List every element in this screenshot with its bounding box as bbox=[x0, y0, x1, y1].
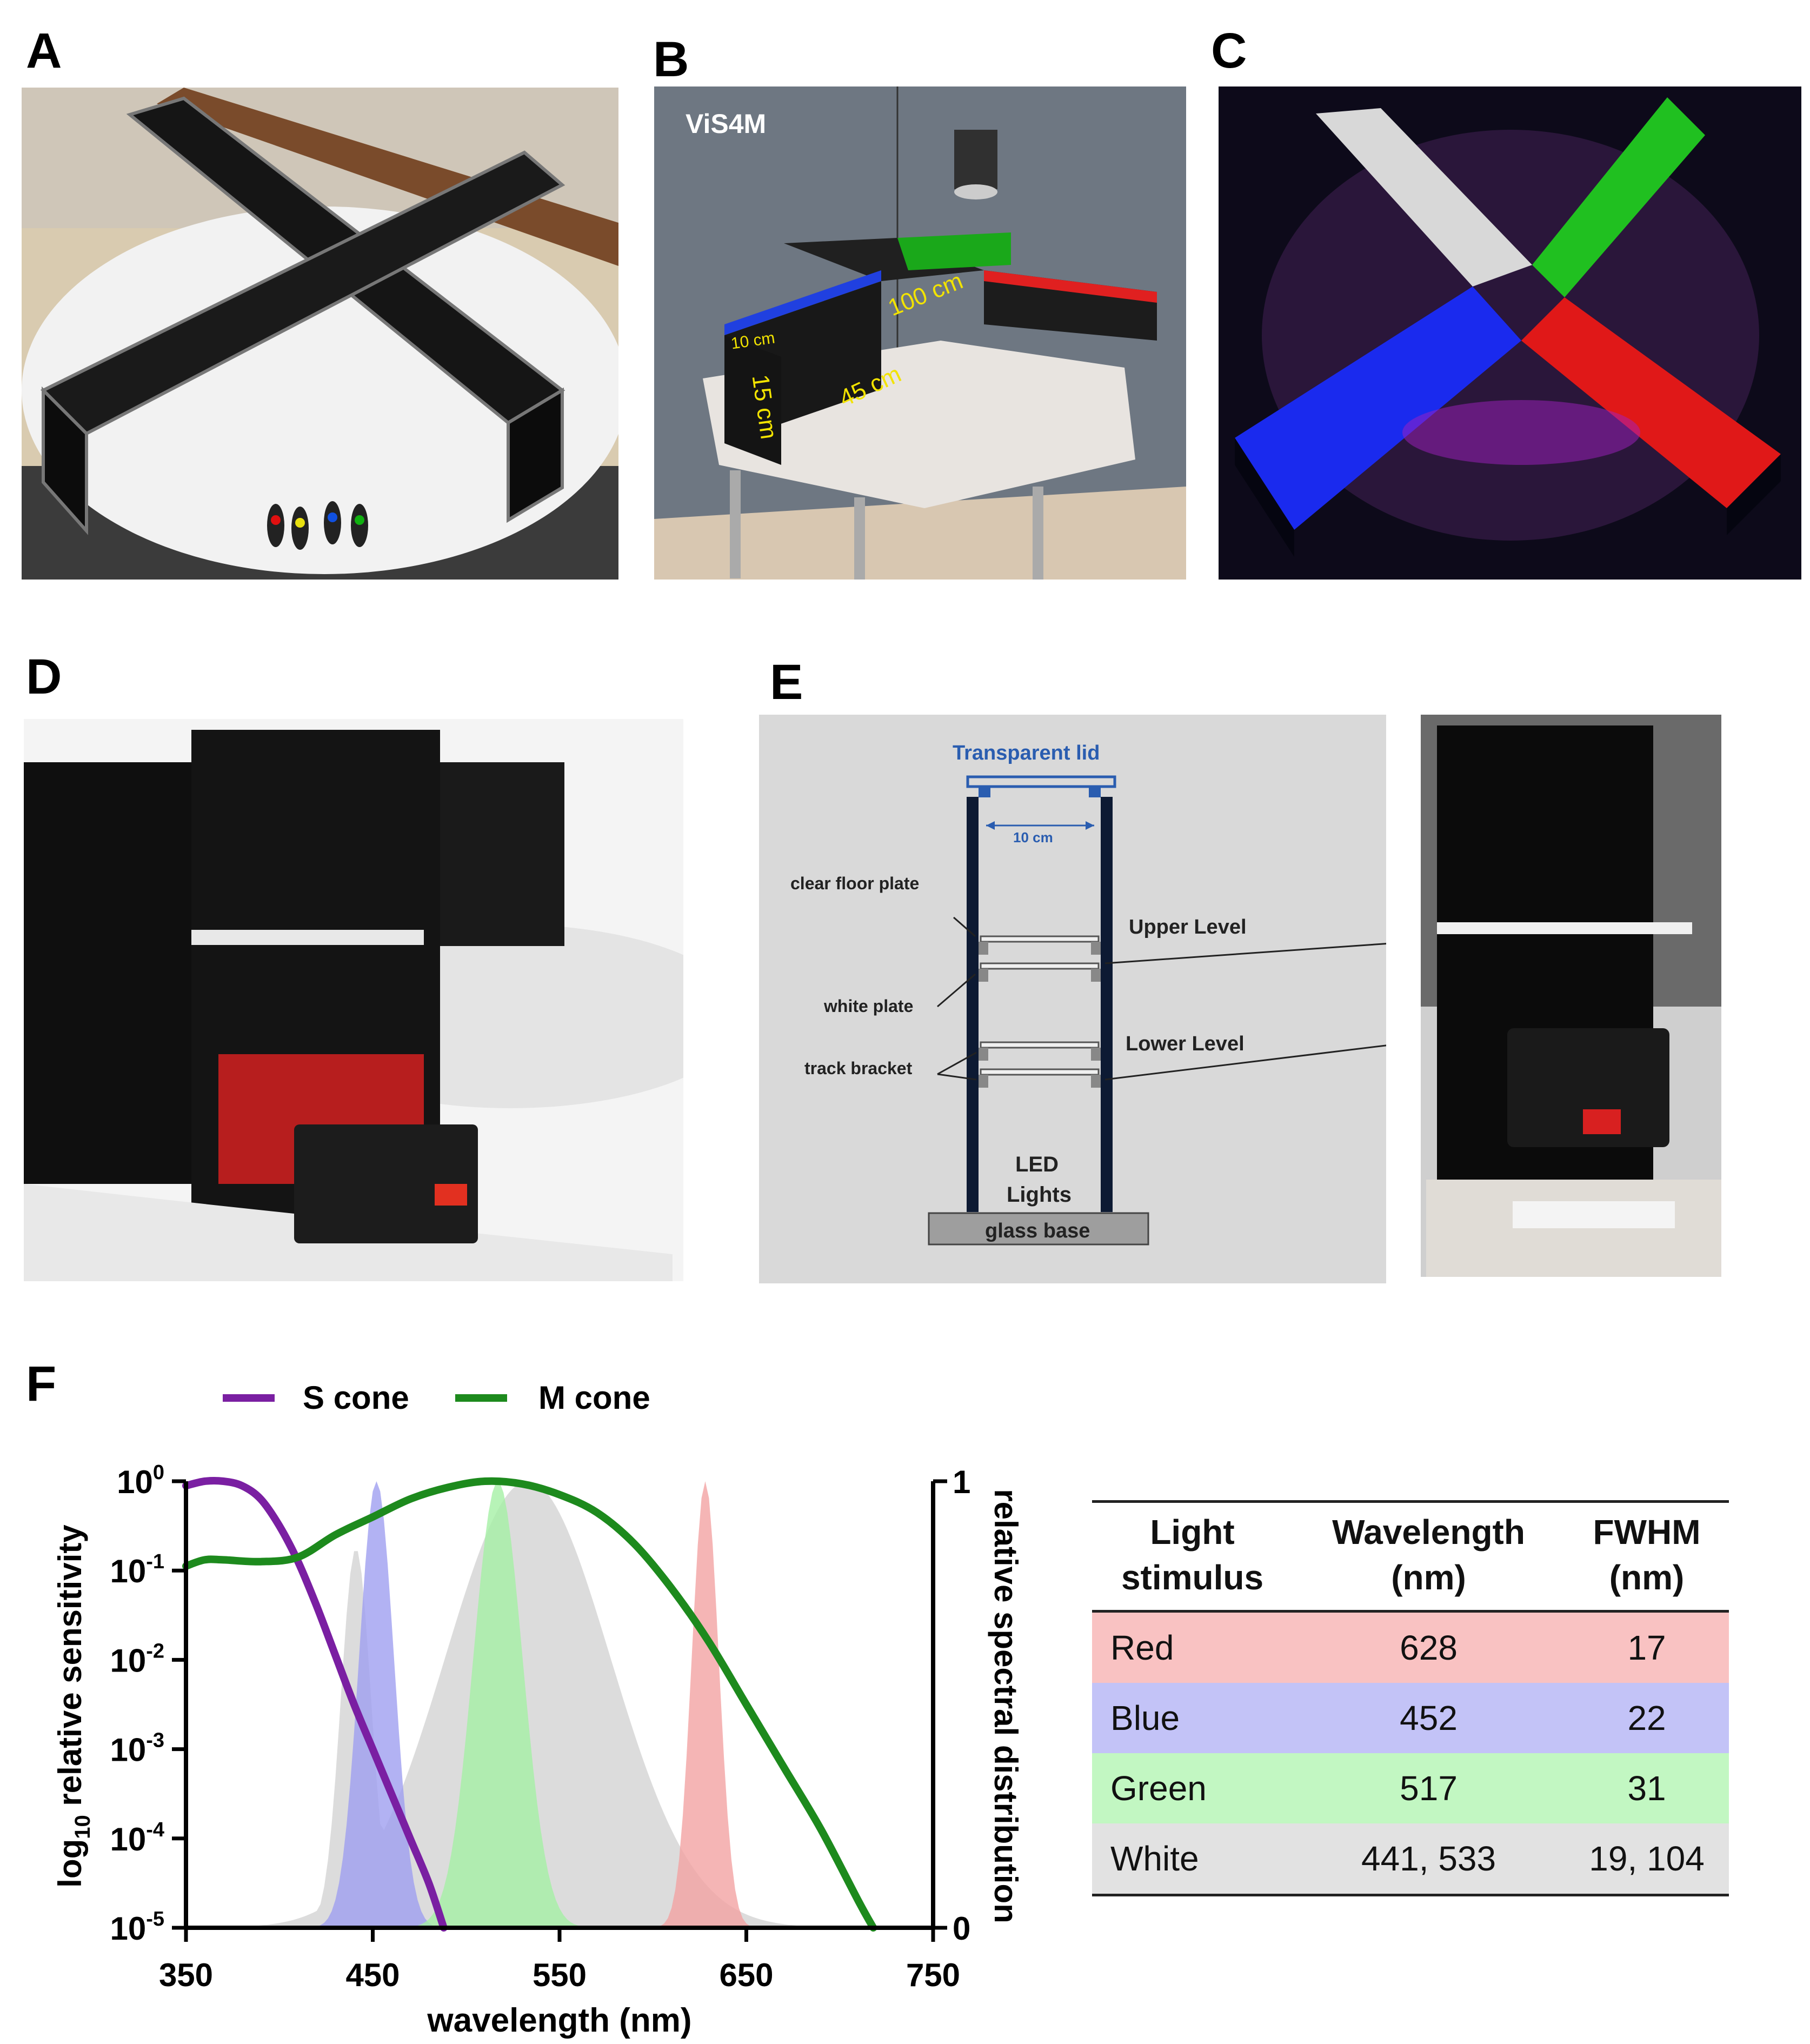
photo-arm-closeup bbox=[24, 719, 683, 1281]
panel-letter-f: F bbox=[26, 1356, 57, 1412]
spectrum-white bbox=[186, 1481, 933, 1928]
cell-stimulus: Red bbox=[1110, 1628, 1174, 1667]
y-axis-right-label: relative spectral distribution bbox=[988, 1489, 1024, 1923]
cell-fwhm: 19, 104 bbox=[1589, 1839, 1705, 1878]
cell-fwhm: 17 bbox=[1627, 1628, 1666, 1667]
cell-stimulus: White bbox=[1110, 1839, 1199, 1878]
photo-maze-top-view bbox=[22, 88, 618, 580]
clear-floor-plate-label: clear floor plate bbox=[790, 874, 920, 893]
curve-layer bbox=[182, 1476, 877, 1932]
panel-letter-c: C bbox=[1211, 23, 1247, 78]
glass-base-label: glass base bbox=[985, 1220, 1090, 1242]
x-tick-label: 350 bbox=[159, 1957, 213, 1993]
y-label-sub: 10 bbox=[71, 1815, 95, 1839]
cell-wavelength: 452 bbox=[1400, 1699, 1458, 1737]
upper-level-label: Upper Level bbox=[1129, 916, 1247, 938]
table-row-green: Green 517 31 bbox=[1092, 1753, 1729, 1823]
y-right-tick-label: 1 bbox=[953, 1464, 970, 1500]
y-left-tick-label: 100 bbox=[117, 1461, 164, 1500]
y-left-tick-label: 10-3 bbox=[110, 1729, 164, 1768]
y-axis-left-label: log10 relative sensitivity bbox=[52, 1524, 95, 1888]
cone-sensitivity-chart: 350 450 550 650 75010010-110-210-310-410-510… bbox=[52, 1380, 1024, 2039]
header-stimulus: Light stimulus bbox=[1121, 1513, 1264, 1597]
panel-letter-e: E bbox=[770, 655, 803, 710]
photo-maze-illuminated bbox=[1219, 86, 1801, 580]
y-left-tick-label: 10-2 bbox=[110, 1640, 164, 1679]
m-cone-curve bbox=[182, 1477, 877, 1932]
photo-level-closeup bbox=[1421, 715, 1721, 1277]
y-label-prefix: log bbox=[52, 1839, 88, 1888]
cell-stimulus: Green bbox=[1110, 1769, 1207, 1808]
cell-fwhm: 22 bbox=[1627, 1699, 1666, 1737]
panel-letter-d: D bbox=[26, 649, 62, 704]
track-bracket-label: track bracket bbox=[804, 1058, 913, 1078]
level-schematic bbox=[759, 715, 1492, 1283]
x-tick-label: 650 bbox=[719, 1957, 773, 1993]
lower-level-label: Lower Level bbox=[1126, 1033, 1245, 1055]
panel-letter-b: B bbox=[653, 32, 689, 87]
cell-fwhm: 31 bbox=[1627, 1769, 1666, 1808]
cell-wavelength: 517 bbox=[1400, 1769, 1458, 1808]
legend-s-cone-label: S cone bbox=[303, 1380, 409, 1416]
led-lights-label-1: LED bbox=[1015, 1153, 1059, 1176]
y-label-suffix: relative sensitivity bbox=[52, 1524, 88, 1815]
led-lights-label-2: Lights bbox=[1007, 1183, 1072, 1207]
x-axis-label: wavelength (nm) bbox=[427, 2002, 691, 2039]
cell-stimulus: Blue bbox=[1110, 1699, 1180, 1737]
y-right-tick-label: 0 bbox=[953, 1910, 970, 1947]
transparent-lid-label: Transparent lid bbox=[953, 742, 1100, 764]
x-tick-label: 550 bbox=[533, 1957, 587, 1993]
table-row-red: Red 628 17 bbox=[1092, 1611, 1729, 1683]
x-tick-label: 450 bbox=[345, 1957, 400, 1993]
white-plate-label: white plate bbox=[824, 996, 914, 1016]
cell-wavelength: 628 bbox=[1400, 1628, 1458, 1667]
width-10cm-label: 10 cm bbox=[1013, 829, 1053, 845]
y-left-tick-label: 10-5 bbox=[110, 1908, 164, 1947]
y-left-tick-label: 10-4 bbox=[110, 1819, 164, 1857]
table-header-row: Light stimulus Wavelength (nm) FWHM (nm) bbox=[1092, 1501, 1729, 1612]
x-tick-label: 750 bbox=[906, 1957, 960, 1993]
spectrum-blue bbox=[186, 1481, 933, 1928]
panel-letter-a: A bbox=[26, 23, 62, 78]
stimulus-table: Light stimulus Wavelength (nm) FWHM (nm) Re… bbox=[1092, 1500, 1729, 1896]
y-left-tick-label: 10-1 bbox=[110, 1550, 164, 1589]
header-wavelength: Wavelength (nm) bbox=[1332, 1513, 1525, 1597]
rendering-vis4m bbox=[654, 86, 1186, 580]
tick-layer: 350 450 550 650 750 100 10-1 10-2 10-3 10-4 10-5 1 0 bbox=[110, 1461, 970, 1993]
table-row-blue: Blue 452 22 bbox=[1092, 1683, 1729, 1753]
header-fwhm: FWHM (nm) bbox=[1593, 1513, 1701, 1597]
spectrum-layer bbox=[186, 1481, 933, 1928]
s-cone-curve bbox=[182, 1476, 448, 1932]
table-row-white: White 441, 533 19, 104 bbox=[1092, 1823, 1729, 1895]
legend-m-cone-label: M cone bbox=[538, 1380, 650, 1416]
vis4m-title: ViS4M bbox=[686, 109, 767, 139]
cell-wavelength: 441, 533 bbox=[1361, 1839, 1496, 1878]
